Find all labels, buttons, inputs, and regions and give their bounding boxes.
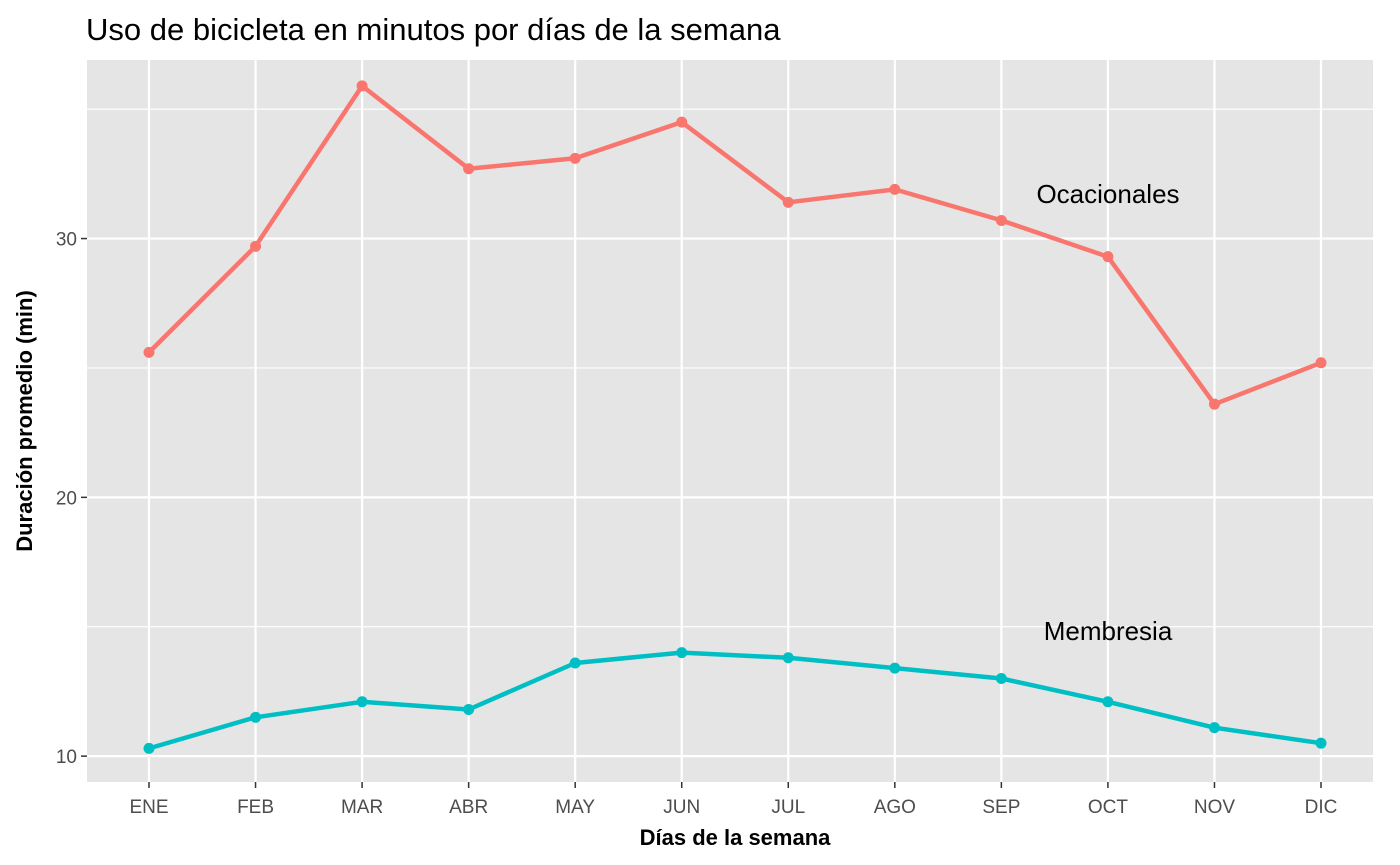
x-tick-label: AGO: [874, 797, 916, 818]
data-point: [463, 704, 475, 716]
x-tick-label: SEP: [982, 797, 1020, 818]
x-tick-label: JUL: [771, 797, 805, 818]
x-axis-title: Días de la semana: [640, 825, 832, 850]
data-point: [995, 672, 1007, 684]
data-point: [1208, 722, 1220, 734]
x-tick-label: MAY: [555, 797, 595, 818]
data-point: [250, 240, 262, 252]
data-point: [782, 196, 794, 208]
chart-title: Uso de bicicleta en minutos por días de …: [86, 12, 781, 47]
x-tick-label: NOV: [1194, 797, 1236, 818]
y-tick-label: 20: [56, 488, 77, 509]
series-line-ocacionales: [146, 83, 1324, 407]
minor-gridlines: [87, 108, 1373, 628]
data-point: [889, 183, 901, 195]
x-tick-label: DIC: [1305, 797, 1338, 818]
data-point: [1315, 737, 1327, 749]
series-points: [143, 80, 1327, 754]
data-point: [1102, 696, 1114, 708]
data-point: [463, 163, 475, 175]
data-point: [1208, 398, 1220, 410]
data-point: [569, 657, 581, 669]
data-point: [676, 647, 688, 659]
data-point: [676, 116, 688, 128]
x-axis: ENE FEB MAR ABR MAY JUN JUL AGO SEP OCT NOV DIC: [129, 782, 1337, 818]
plot-panel: [87, 60, 1373, 782]
major-gridlines: [87, 60, 1373, 782]
data-point: [1315, 357, 1327, 369]
data-point: [356, 80, 368, 92]
x-tick-label: JUN: [663, 797, 700, 818]
data-point: [995, 214, 1007, 226]
x-tick-label: MAR: [341, 797, 383, 818]
series-lines: [146, 83, 1324, 751]
y-axis: 10 20 30: [56, 230, 87, 768]
y-tick-label: 10: [56, 747, 77, 768]
series-label-ocacionales: Ocacionales: [1036, 179, 1179, 209]
data-point: [250, 711, 262, 723]
y-axis-title: Duración promedio (min): [12, 290, 37, 552]
x-tick-label: OCT: [1088, 797, 1129, 818]
series-line-membresia: [146, 650, 1324, 751]
x-tick-label: ENE: [129, 797, 168, 818]
x-tick-label: FEB: [237, 797, 274, 818]
data-point: [782, 652, 794, 664]
y-tick-label: 30: [56, 230, 77, 251]
data-point: [143, 742, 155, 754]
data-point: [143, 346, 155, 358]
data-point: [889, 662, 901, 674]
data-point: [1102, 251, 1114, 263]
series-label-membresia: Membresia: [1044, 616, 1173, 646]
x-tick-label: ABR: [449, 797, 488, 818]
data-point: [356, 696, 368, 708]
data-point: [569, 152, 581, 164]
